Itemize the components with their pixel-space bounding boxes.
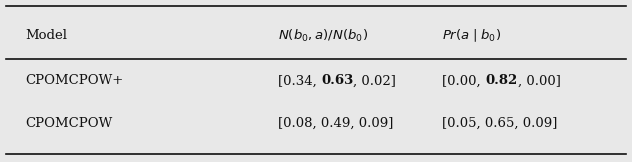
- Text: [0.08, 0.49, 0.09]: [0.08, 0.49, 0.09]: [278, 117, 394, 130]
- Text: [0.05, 0.65, 0.09]: [0.05, 0.65, 0.09]: [442, 117, 558, 130]
- Text: CPOMCPOW: CPOMCPOW: [25, 117, 112, 130]
- Text: $N(b_0, a)/N(b_0)$: $N(b_0, a)/N(b_0)$: [278, 28, 368, 44]
- Text: 0.63: 0.63: [321, 75, 353, 87]
- Text: , 0.00]: , 0.00]: [518, 75, 561, 87]
- Text: 0.82: 0.82: [485, 75, 518, 87]
- Text: $Pr(a \mid b_0)$: $Pr(a \mid b_0)$: [442, 27, 502, 44]
- Text: [0.34,: [0.34,: [278, 75, 321, 87]
- Text: [0.00,: [0.00,: [442, 75, 485, 87]
- Text: , 0.02]: , 0.02]: [353, 75, 396, 87]
- Text: Model: Model: [25, 29, 67, 42]
- Text: CPOMCPOW+: CPOMCPOW+: [25, 75, 123, 87]
